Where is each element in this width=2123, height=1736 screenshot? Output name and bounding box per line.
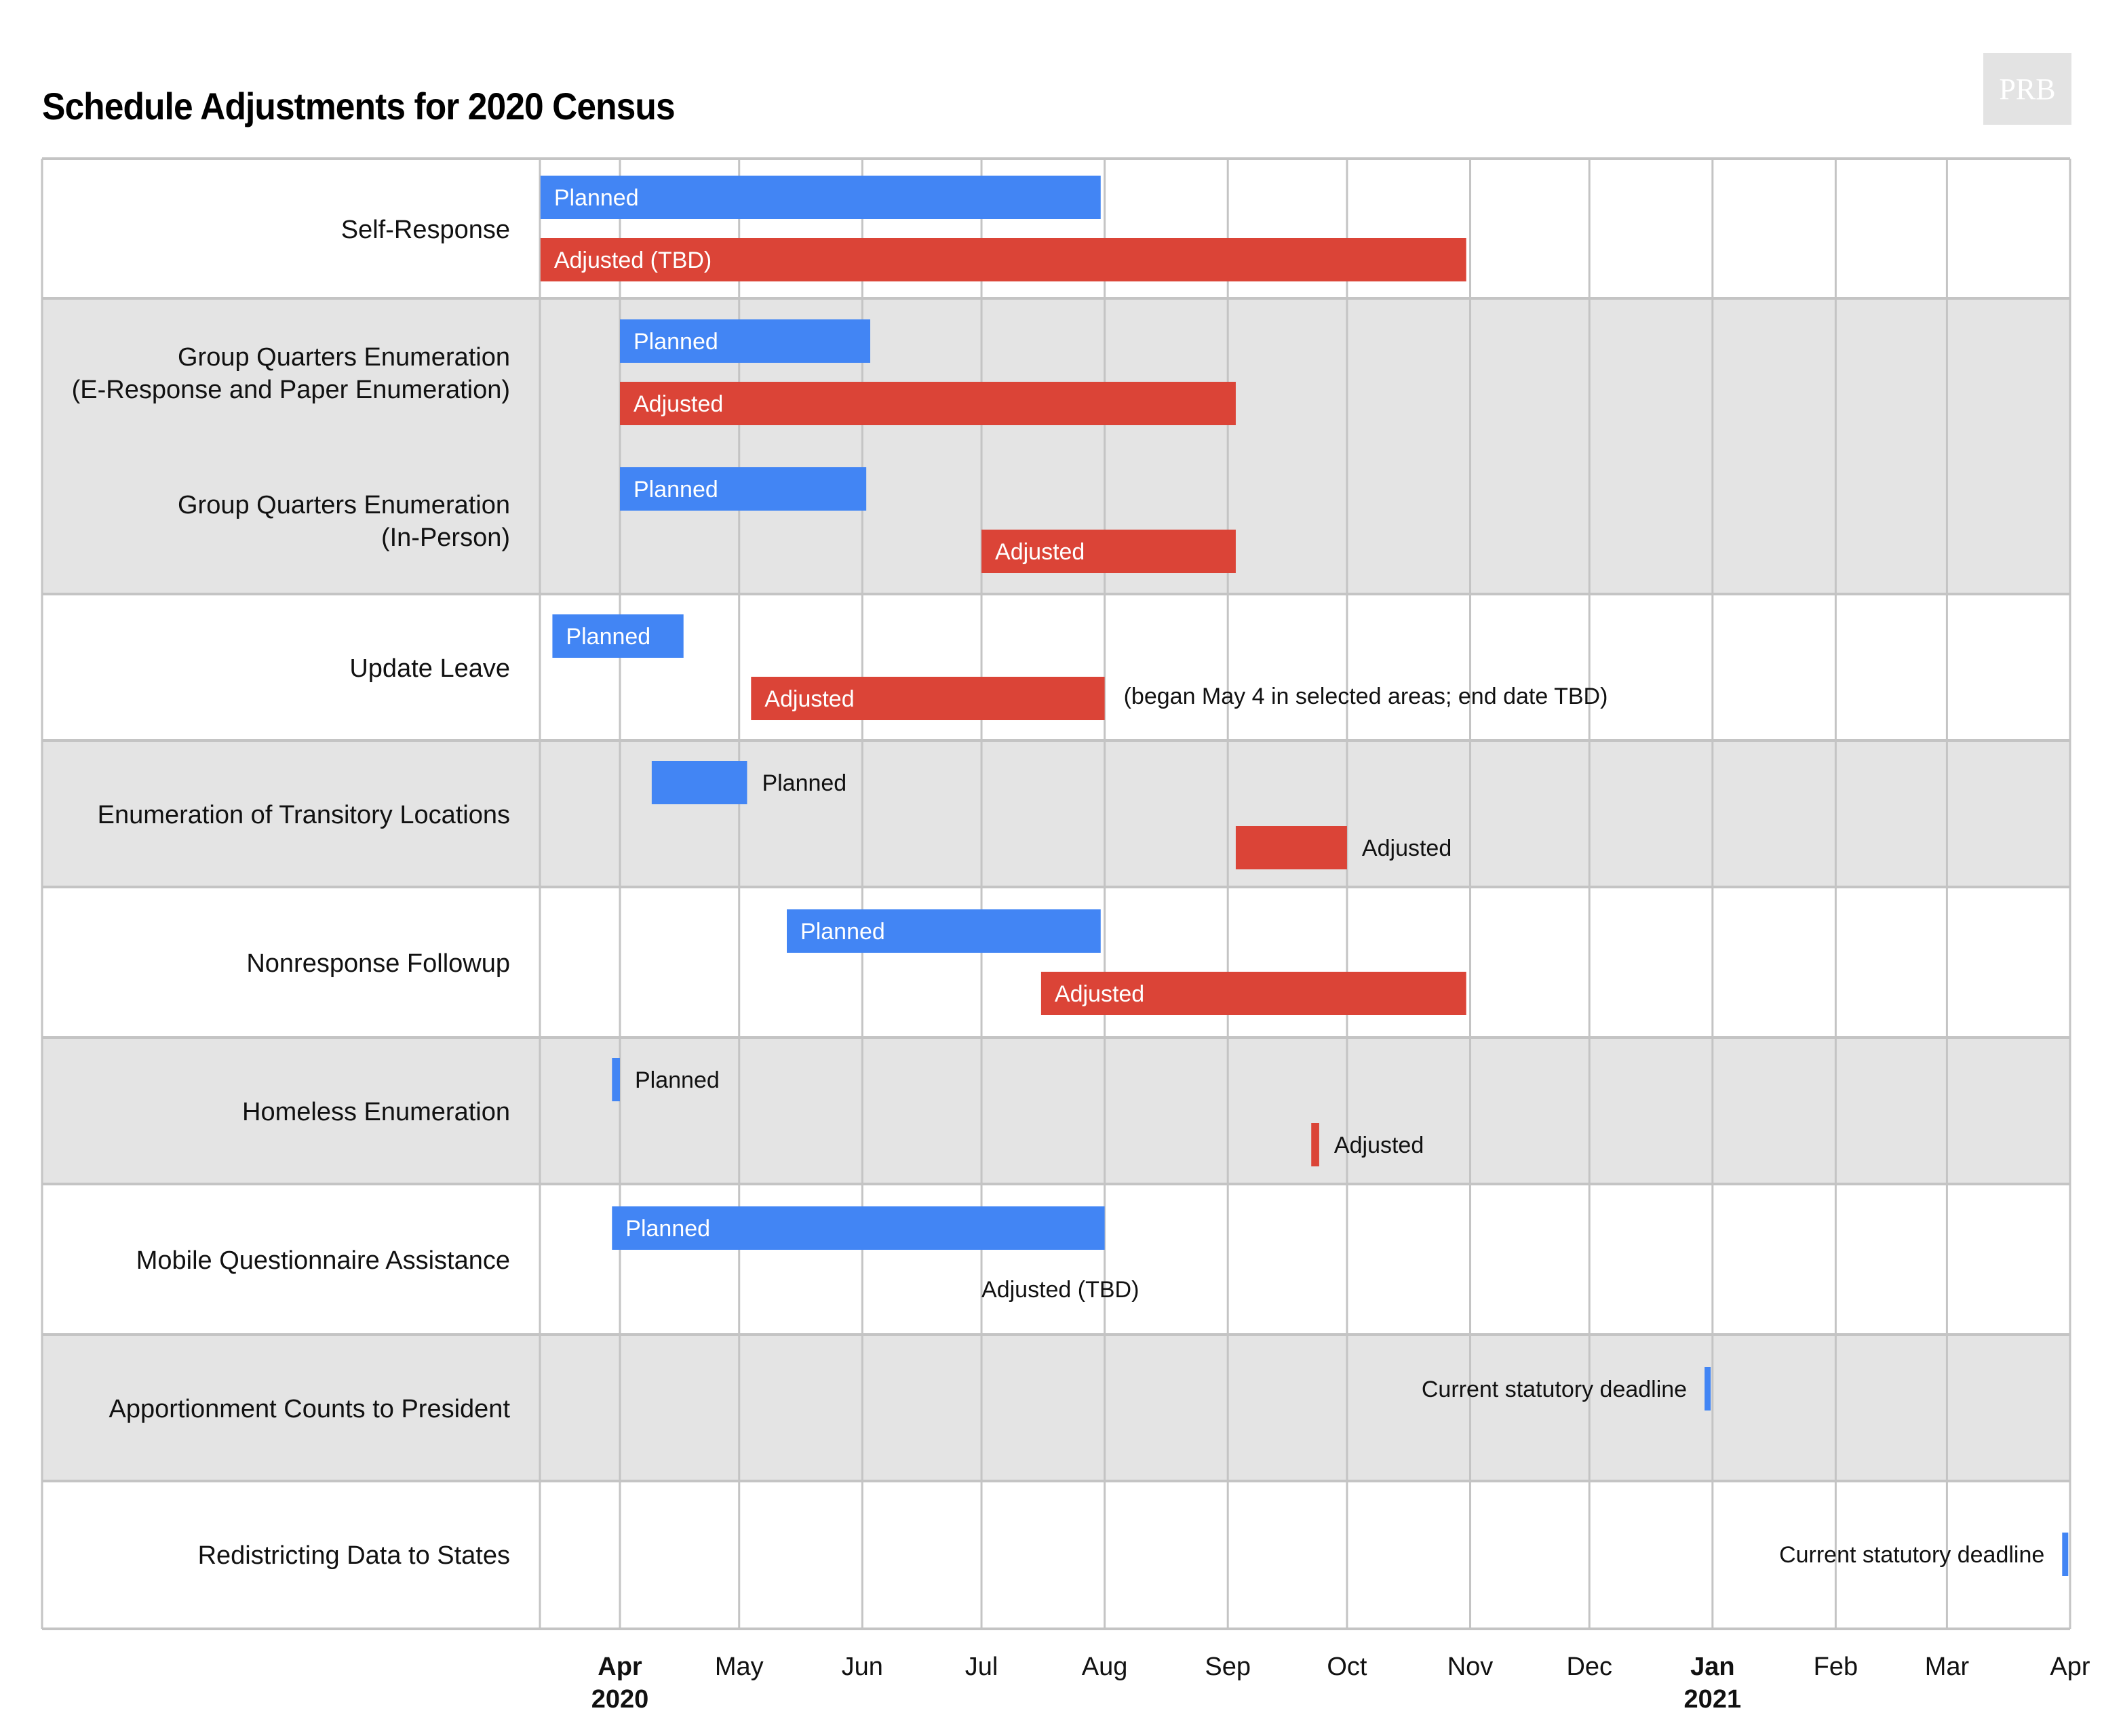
adjusted-bar <box>620 382 1236 425</box>
row-label: (In-Person) <box>381 524 510 552</box>
row-band <box>42 1481 2070 1628</box>
row-label: Apportionment Counts to President <box>109 1395 511 1423</box>
planned-bar <box>1705 1367 1711 1410</box>
planned-bar <box>620 319 871 363</box>
row-label: Update Leave <box>349 654 510 683</box>
row-band <box>42 1038 2070 1184</box>
adjusted-bar-label: Adjusted <box>1055 981 1144 1007</box>
adjusted-bar-label: Adjusted <box>1362 835 1452 861</box>
row-label: Nonresponse Followup <box>246 949 510 978</box>
planned-bar <box>552 614 684 658</box>
planned-bar <box>612 1058 620 1101</box>
planned-bar <box>620 467 867 511</box>
planned-bar-label: Planned <box>566 624 650 650</box>
row-band <box>42 1335 2070 1481</box>
logo-text: PRB <box>1999 72 2056 106</box>
x-tick-label: Oct <box>1327 1653 1367 1681</box>
adjusted-bar-label: Adjusted (TBD) <box>981 1277 1139 1303</box>
planned-bar <box>2062 1533 2069 1576</box>
planned-bar-label: Planned <box>554 185 639 211</box>
row-label: Enumeration of Transitory Locations <box>98 801 510 829</box>
x-tick-label: Jul <box>965 1653 998 1681</box>
planned-bar <box>787 909 1101 953</box>
planned-bar-label: Planned <box>634 477 718 502</box>
planned-bar-label: Current statutory deadline <box>1422 1377 1687 1402</box>
x-tick-year-label: 2021 <box>1684 1685 1742 1714</box>
planned-bar <box>612 1206 1105 1250</box>
row-label: (E-Response and Paper Enumeration) <box>72 376 510 404</box>
x-tick-label: Sep <box>1205 1653 1251 1681</box>
adjusted-bar <box>1311 1123 1319 1166</box>
x-tick-label: Feb <box>1814 1653 1858 1681</box>
prb-logo: PRB <box>1983 53 2071 125</box>
adjusted-bar <box>1040 972 1466 1015</box>
row-label: Group Quarters Enumeration <box>178 343 510 372</box>
planned-bar-label: Planned <box>800 919 885 945</box>
x-tick-label: Apr <box>598 1653 642 1681</box>
x-tick-label: May <box>715 1653 764 1681</box>
planned-bar-label: Current statutory deadline <box>1779 1542 2044 1568</box>
adjusted-bar <box>1235 826 1347 869</box>
adjusted-bar <box>540 238 1466 281</box>
chart-title: Schedule Adjustments for 2020 Census <box>42 85 676 127</box>
x-tick-label: Nov <box>1447 1653 1494 1681</box>
x-tick-label: Dec <box>1566 1653 1612 1681</box>
adjusted-bar <box>981 530 1236 573</box>
planned-bar-label: Planned <box>634 329 718 355</box>
planned-bar <box>651 761 747 804</box>
adjusted-bar <box>751 677 1105 720</box>
row-band <box>42 741 2070 887</box>
x-tick-label: Jun <box>842 1653 883 1681</box>
adjusted-bar-label: Adjusted <box>1334 1132 1424 1158</box>
planned-bar-label: Planned <box>635 1067 720 1093</box>
planned-bar <box>540 176 1101 219</box>
adjusted-bar-label: Adjusted <box>995 539 1085 565</box>
row-label: Mobile Questionnaire Assistance <box>136 1246 510 1275</box>
x-tick-label: Mar <box>1925 1653 1970 1681</box>
x-tick-label: Apr <box>2050 1653 2090 1681</box>
x-tick-label: Jan <box>1690 1653 1734 1681</box>
row-label: Self-Response <box>341 216 510 244</box>
adjusted-bar-label: Adjusted (TBD) <box>554 248 712 273</box>
bar-annotation: (began May 4 in selected areas; end date… <box>1124 684 1608 709</box>
x-tick-year-label: 2020 <box>591 1685 649 1714</box>
row-label: Homeless Enumeration <box>242 1098 510 1126</box>
row-label: Redistricting Data to States <box>198 1541 510 1570</box>
adjusted-bar-label: Adjusted <box>634 391 723 417</box>
adjusted-bar-label: Adjusted <box>764 686 854 712</box>
row-label: Group Quarters Enumeration <box>178 491 510 519</box>
planned-bar-label: Planned <box>762 770 846 796</box>
planned-bar-label: Planned <box>625 1216 710 1242</box>
x-tick-label: Aug <box>1082 1653 1128 1681</box>
